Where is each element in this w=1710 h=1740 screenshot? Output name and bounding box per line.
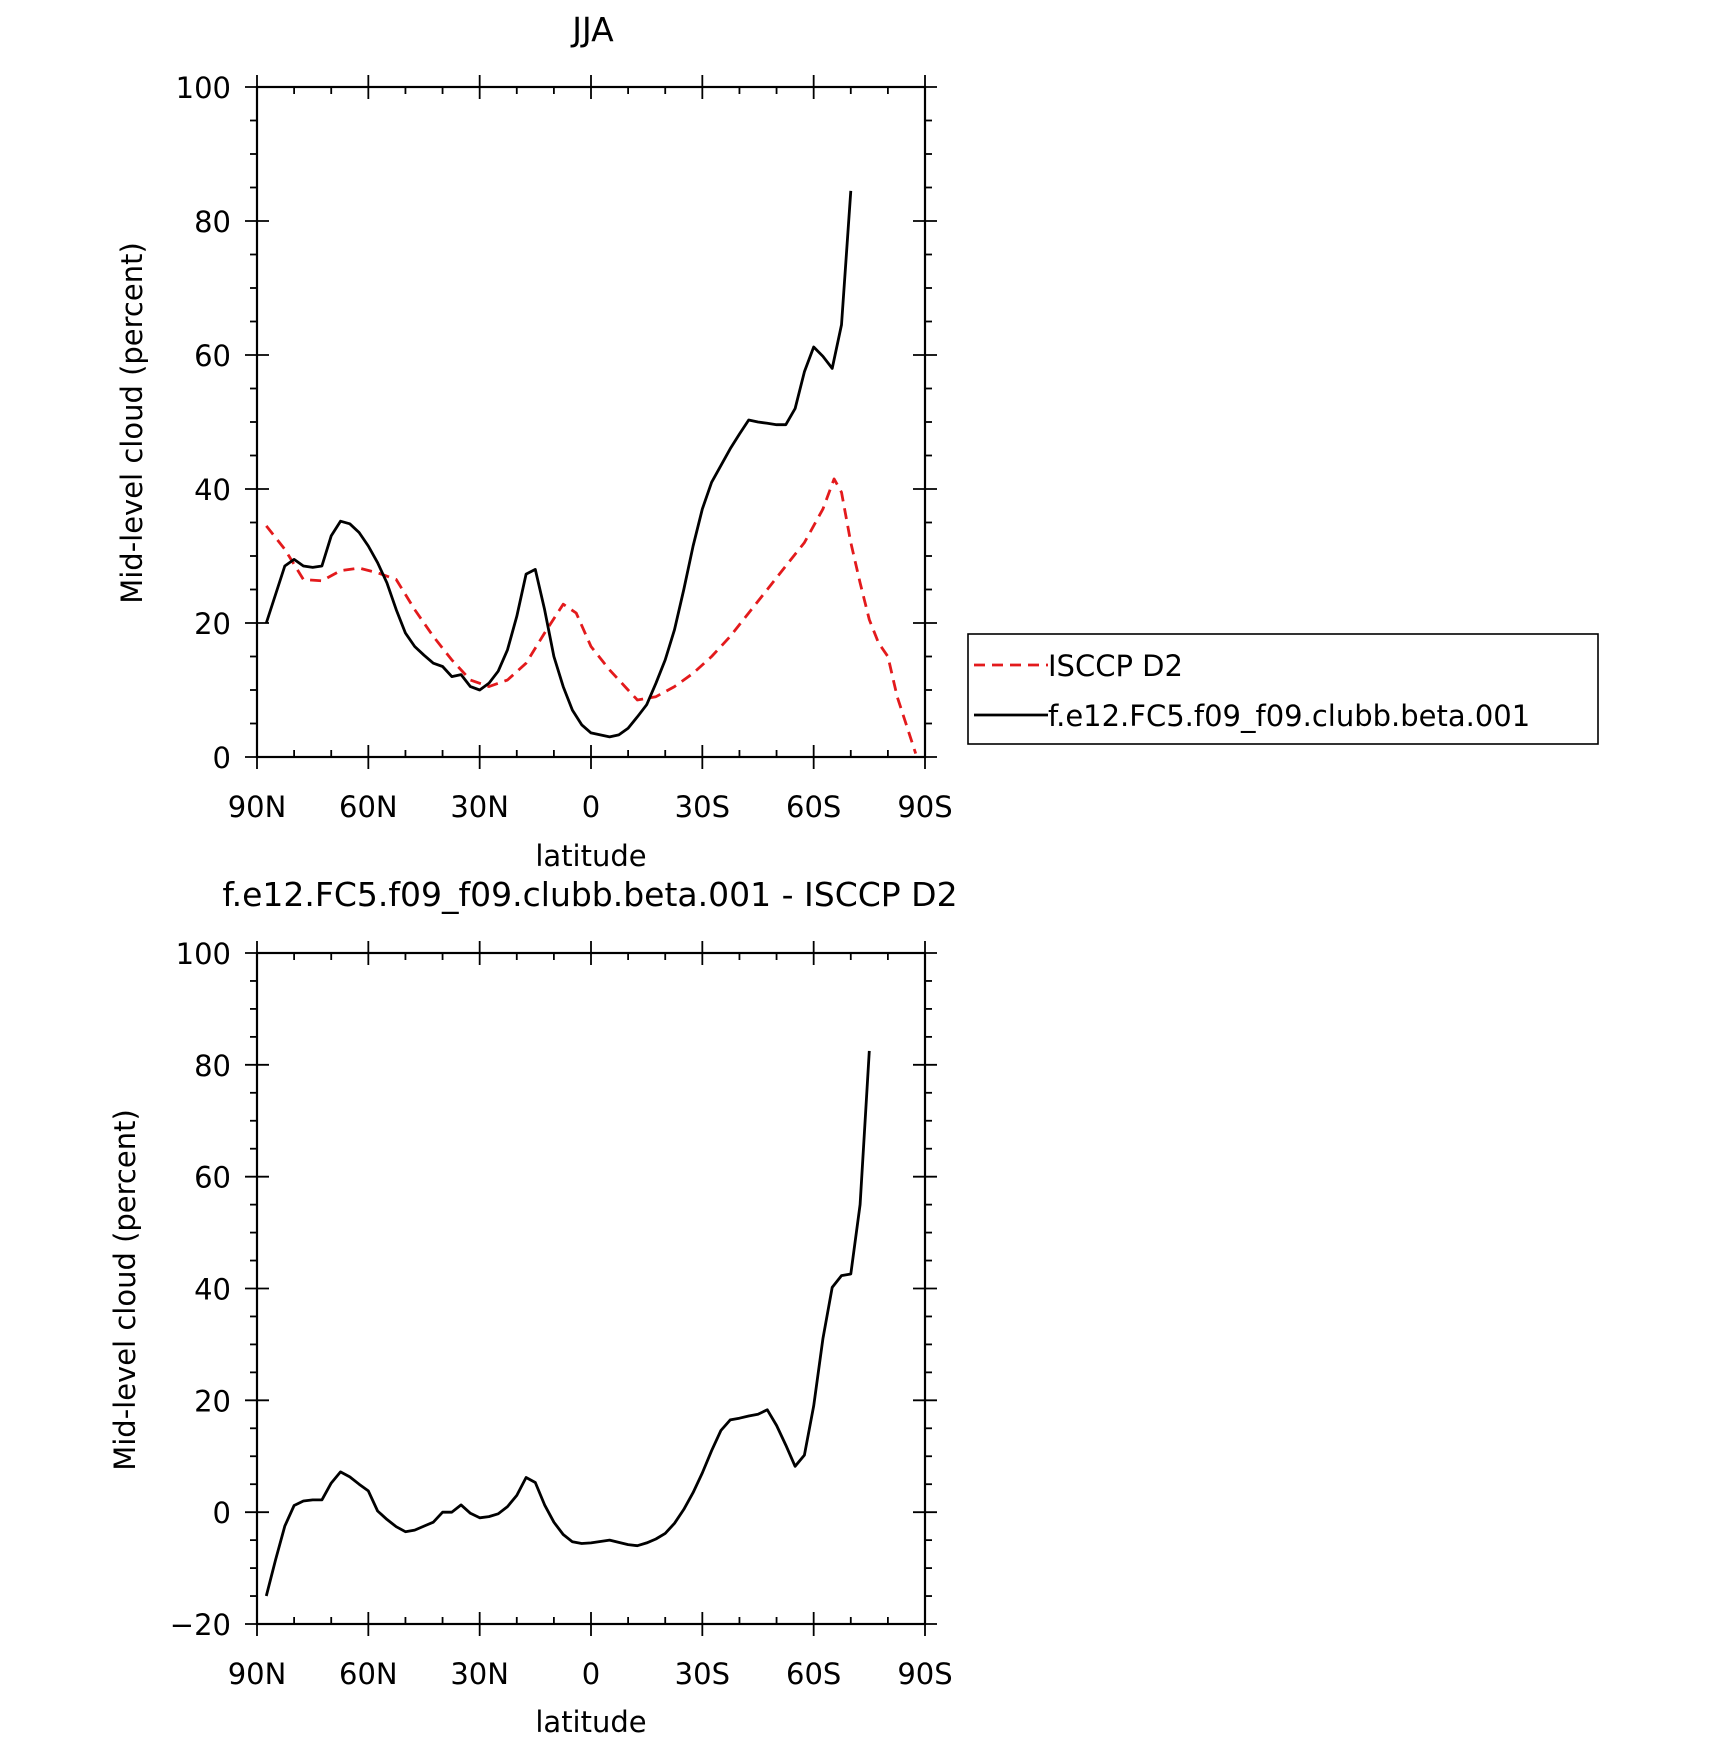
x-tick-label: 90N — [228, 1657, 287, 1691]
x-tick-label: 90N — [228, 790, 287, 824]
chart-title: JJA — [570, 10, 614, 49]
x-tick-label: 60S — [786, 790, 841, 824]
y-tick-label: 20 — [194, 1384, 231, 1418]
x-tick-label: 60N — [339, 790, 398, 824]
x-tick-label: 30N — [450, 1657, 509, 1691]
plot-frame — [255, 951, 927, 1626]
x-tick-label: 60S — [786, 1657, 841, 1691]
y-tick-label: −20 — [170, 1608, 231, 1642]
y-axis-label: Mid-level cloud (percent) — [115, 242, 149, 604]
x-tick-label: 30S — [675, 790, 730, 824]
model-line — [264, 190, 853, 739]
x-tick-labels: 90N 60N 30N 0 30S 60S 90S — [228, 790, 953, 824]
chart-title: f.e12.FC5.f09_f09.clubb.beta.001 - ISCCP… — [222, 875, 957, 914]
y-tick-label: 0 — [213, 741, 231, 775]
x-tick-label: 90S — [897, 790, 952, 824]
x-axis-label: latitude — [535, 839, 646, 873]
y-tick-label: 40 — [194, 473, 231, 507]
x-tick-label: 60N — [339, 1657, 398, 1691]
y-tick-label: 80 — [194, 1049, 231, 1083]
legend: ISCCP D2 f.e12.FC5.f09_f09.clubb.beta.00… — [967, 633, 1599, 745]
y-tick-label: 100 — [176, 71, 231, 105]
legend-label-isccp: ISCCP D2 — [1048, 649, 1183, 683]
y-axis-label: Mid-level cloud (percent) — [108, 1109, 142, 1471]
bottom-panel: f.e12.FC5.f09_f09.clubb.beta.001 - ISCCP… — [108, 875, 958, 1739]
axis-ticks — [245, 75, 937, 769]
x-tick-label: 30S — [675, 1657, 730, 1691]
top-panel: JJA 90N 60N 30N 0 30S 60S 90S 0 20 40 60 80 100 lat… — [115, 10, 953, 873]
y-tick-labels: 0 20 40 60 80 100 — [176, 71, 231, 775]
x-tick-label: 0 — [582, 790, 600, 824]
x-tick-label: 0 — [582, 1657, 600, 1691]
y-tick-label: 80 — [194, 205, 231, 239]
x-tick-labels: 90N 60N 30N 0 30S 60S 90S — [228, 1657, 953, 1691]
y-tick-label: 100 — [176, 937, 231, 971]
series-lines — [264, 190, 918, 755]
y-tick-label: 0 — [213, 1496, 231, 1530]
y-tick-label: 60 — [194, 1161, 231, 1195]
x-tick-label: 90S — [897, 1657, 952, 1691]
legend-box — [967, 633, 1599, 745]
y-tick-label: 40 — [194, 1273, 231, 1307]
axis-ticks — [245, 941, 937, 1636]
model-line — [264, 1050, 871, 1597]
plot-frame — [255, 85, 927, 759]
x-axis-label: latitude — [535, 1705, 646, 1739]
y-tick-labels: −20 0 20 40 60 80 100 — [170, 937, 231, 1642]
y-tick-label: 60 — [194, 339, 231, 373]
x-tick-label: 30N — [450, 790, 509, 824]
y-tick-label: 20 — [194, 607, 231, 641]
legend-label-model: f.e12.FC5.f09_f09.clubb.beta.001 — [1048, 699, 1530, 733]
isccp-d2-line — [265, 477, 918, 755]
series-lines — [264, 1050, 871, 1597]
